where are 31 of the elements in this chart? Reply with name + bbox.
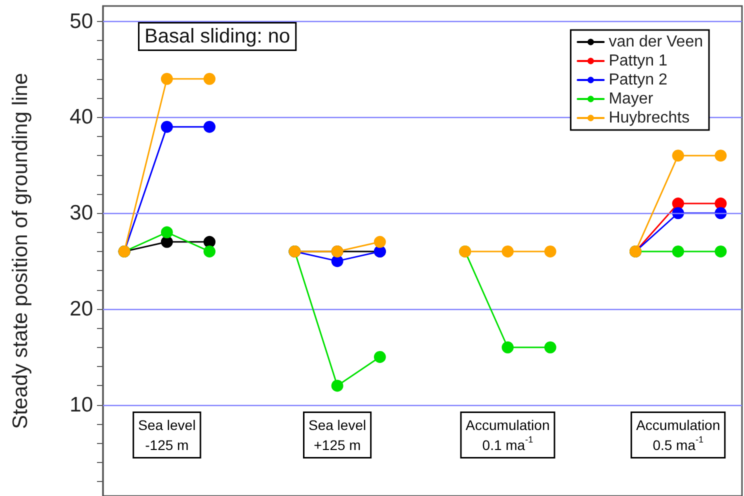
y-tick-label: 20 xyxy=(70,298,93,321)
y-axis-title: Steady state position of grounding line xyxy=(9,72,32,430)
point xyxy=(714,150,727,162)
point xyxy=(160,226,173,238)
annotation: Sea level -125 m xyxy=(138,417,196,453)
point xyxy=(714,245,727,258)
y-tick-label: 30 xyxy=(70,202,93,225)
point xyxy=(160,72,173,85)
point xyxy=(672,245,684,258)
point xyxy=(204,120,216,133)
legend-label: Pattyn 1 xyxy=(608,52,668,70)
legend-label: Huybrechts xyxy=(608,110,690,126)
point xyxy=(672,150,684,162)
point xyxy=(204,245,216,258)
point xyxy=(331,380,344,392)
point xyxy=(204,72,216,85)
point xyxy=(544,341,556,354)
point xyxy=(160,120,173,133)
legend-label: Mayer xyxy=(608,90,654,108)
point xyxy=(374,350,386,363)
y-tick-label: 50 xyxy=(70,10,93,33)
y-tick-label: 10 xyxy=(70,393,93,416)
point xyxy=(502,341,514,354)
annotation: Sea level +125 m xyxy=(308,417,366,453)
point xyxy=(544,245,556,258)
annotation: Basal sliding: no xyxy=(144,26,290,48)
y-tick-label: 40 xyxy=(70,106,93,129)
point xyxy=(374,236,386,248)
point xyxy=(502,245,514,258)
legend-label: Pattyn 2 xyxy=(608,72,668,88)
legend-label: van der Veen xyxy=(608,34,703,50)
